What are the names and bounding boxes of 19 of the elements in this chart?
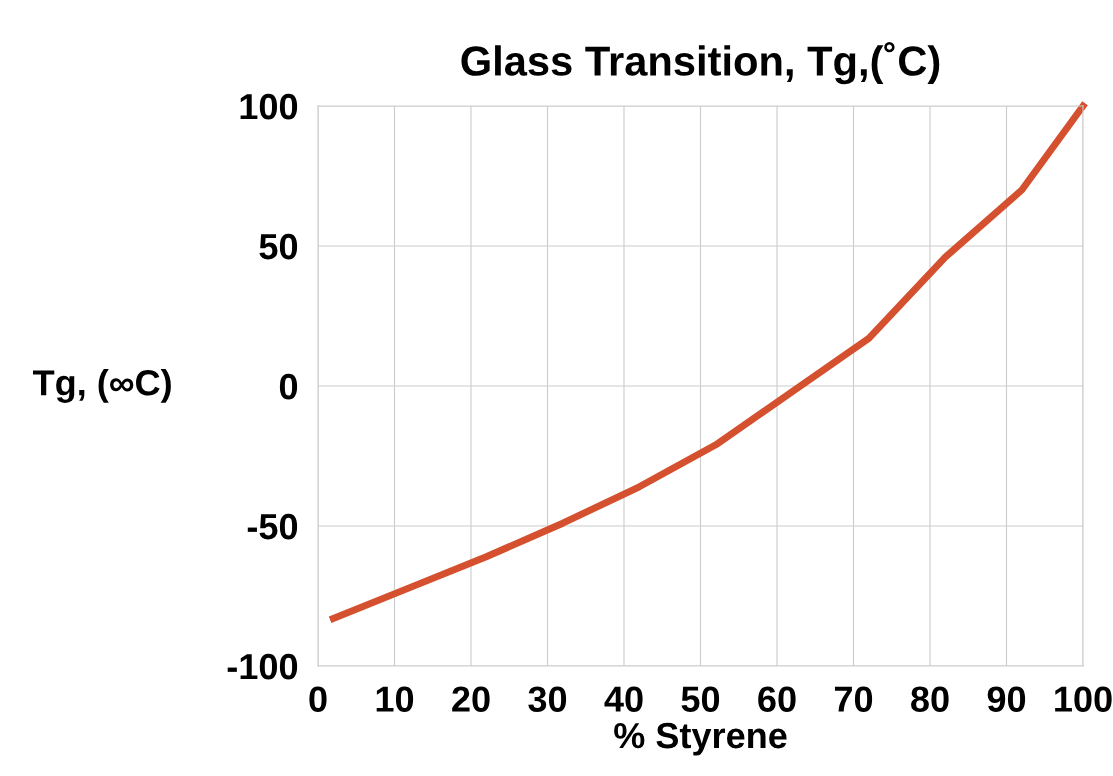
x-axis-title: % Styrene [614, 722, 787, 756]
chart-title: Glass Transition, Tg,(˚C) [461, 41, 940, 85]
x-tick-label: 40 [604, 686, 643, 712]
x-tick-label: 60 [758, 686, 796, 712]
y-tick-label: 0 [279, 373, 298, 400]
y-tick-label: 50 [259, 233, 298, 260]
x-tick-label: 80 [911, 686, 949, 712]
x-tick-label: 100 [1055, 686, 1112, 712]
x-tick-label: 0 [309, 686, 327, 712]
y-axis-title: Tg, (∞C) [33, 369, 171, 403]
x-tick-label: 50 [681, 686, 720, 712]
x-tick-label: 70 [834, 686, 873, 712]
x-tick-label: 90 [987, 686, 1026, 712]
x-tick-label: 20 [452, 686, 490, 712]
x-tick-label: 30 [528, 686, 567, 713]
y-tick-label: -100 [227, 653, 298, 680]
y-tick-label: -50 [247, 513, 298, 540]
x-tick-label: 10 [376, 686, 414, 712]
y-tick-label: 100 [240, 93, 298, 120]
